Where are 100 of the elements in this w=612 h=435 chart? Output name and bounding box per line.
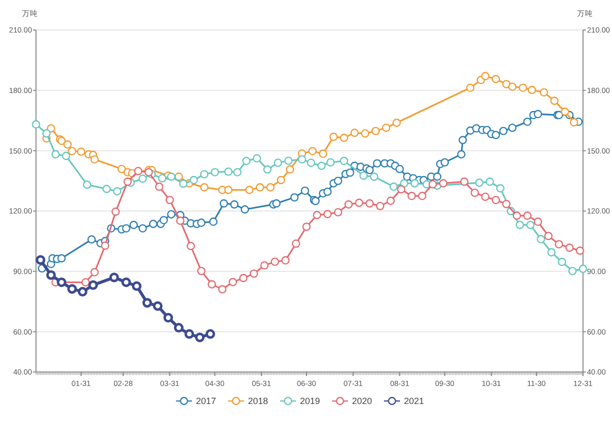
legend-label: 2018 (248, 396, 268, 406)
point (292, 239, 300, 248)
point (565, 244, 574, 252)
point (382, 124, 390, 132)
point (392, 118, 401, 127)
point (418, 192, 426, 200)
point (389, 182, 398, 191)
point (397, 185, 406, 194)
point (386, 196, 395, 205)
point (512, 212, 522, 220)
point (112, 187, 122, 196)
point (62, 152, 70, 160)
point (340, 134, 348, 142)
point (516, 220, 524, 230)
point (298, 155, 306, 164)
point (210, 168, 219, 176)
point (158, 174, 166, 182)
point (63, 140, 72, 149)
point (88, 280, 98, 290)
point (167, 172, 176, 181)
point (102, 184, 111, 194)
point (124, 178, 132, 186)
point (376, 202, 384, 210)
point (46, 270, 56, 280)
point (326, 158, 335, 167)
point (194, 332, 205, 342)
point (470, 188, 479, 197)
point (350, 128, 359, 137)
point (536, 235, 546, 244)
point (360, 129, 370, 138)
point (242, 156, 251, 166)
point (32, 120, 40, 129)
point (312, 210, 322, 220)
point (486, 178, 494, 186)
point (502, 200, 511, 208)
point (252, 154, 262, 163)
point (334, 208, 342, 216)
point (410, 179, 419, 188)
point (439, 179, 448, 188)
point (190, 176, 198, 184)
point (121, 277, 131, 288)
point (111, 208, 120, 216)
point (475, 178, 484, 187)
point (138, 174, 147, 183)
point (550, 96, 559, 105)
point (576, 246, 584, 255)
point (36, 255, 46, 265)
point (481, 192, 490, 201)
point (526, 220, 535, 230)
point (184, 329, 194, 339)
point (496, 184, 505, 192)
point (317, 162, 326, 170)
point (82, 180, 92, 189)
point (568, 266, 577, 276)
point (354, 198, 364, 207)
point (68, 146, 76, 156)
point (560, 108, 570, 116)
point (523, 212, 532, 220)
point (308, 146, 317, 156)
point (142, 298, 152, 308)
point (260, 261, 269, 270)
point (570, 118, 578, 126)
point (340, 156, 348, 166)
point (134, 166, 142, 176)
point (492, 196, 500, 204)
point (344, 200, 353, 209)
point (56, 277, 66, 288)
point (302, 222, 311, 231)
point (245, 186, 254, 194)
point (508, 82, 517, 91)
point (239, 274, 248, 282)
point (163, 312, 174, 322)
point (274, 158, 282, 167)
point (306, 158, 316, 167)
point (270, 258, 280, 266)
point (42, 129, 51, 138)
point (117, 164, 126, 174)
point (481, 72, 490, 80)
point (200, 183, 208, 192)
point (492, 74, 500, 84)
point (408, 192, 416, 200)
point (400, 179, 408, 188)
point (528, 86, 536, 94)
point (518, 84, 528, 92)
point (544, 232, 553, 240)
point (186, 242, 195, 250)
point (250, 269, 258, 278)
point (197, 266, 206, 276)
point (284, 156, 293, 165)
point (206, 329, 216, 339)
point (51, 150, 60, 158)
point (218, 285, 227, 294)
point (76, 148, 86, 156)
point (109, 272, 119, 282)
point (224, 167, 233, 176)
point (144, 168, 153, 176)
point (281, 256, 290, 265)
point (286, 165, 294, 174)
point (371, 126, 380, 136)
point (256, 183, 264, 192)
